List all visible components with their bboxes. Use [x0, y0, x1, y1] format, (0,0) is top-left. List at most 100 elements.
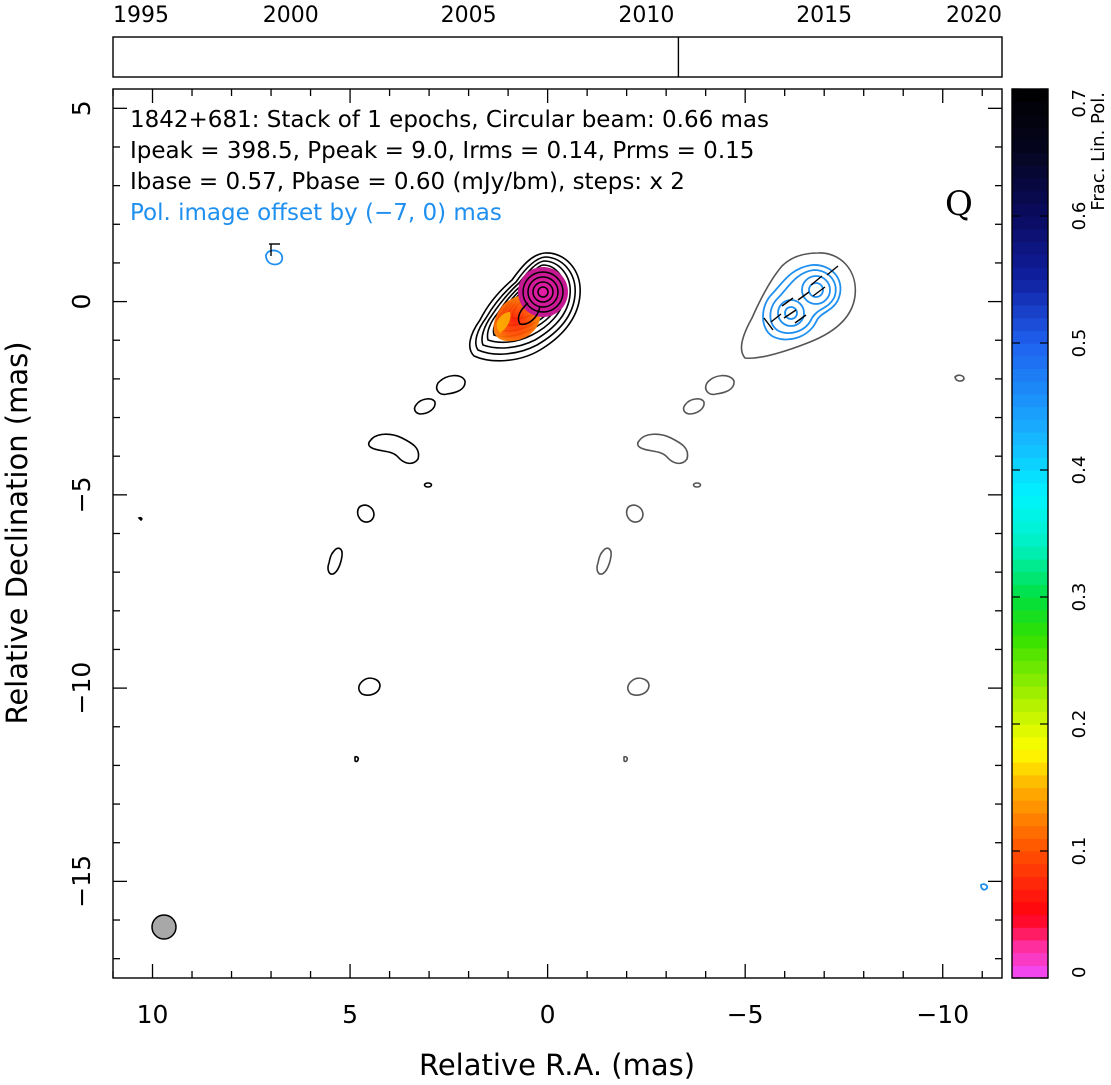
pol-jet-knot-3 [636, 433, 689, 465]
colorbar-band [1012, 762, 1048, 776]
annotations: 1842+681: Stack of 1 epochs, Circular be… [130, 107, 973, 226]
timeline-year-label: 2005 [441, 3, 497, 28]
colorbar-band [1012, 622, 1048, 636]
beam-ellipse [151, 914, 177, 940]
colorbar-band [1012, 863, 1048, 877]
pol-jet-knot-8 [623, 755, 629, 763]
colorbar-band [1012, 698, 1048, 712]
colorbar-band [1012, 889, 1048, 903]
jet-knot-1 [435, 374, 466, 396]
image-content [137, 243, 989, 940]
colorbar-band [1012, 177, 1048, 192]
edge-speck-right [954, 374, 965, 382]
colorbar-tick-label: 0 [1069, 967, 1090, 978]
y-axis-title: Relative Declination (mas) [0, 341, 34, 724]
annotation-line-4: Pol. image offset by (−7, 0) mas [130, 200, 502, 226]
colorbar-band [1012, 647, 1048, 662]
timeline-year-label: 2000 [263, 3, 319, 28]
colorbar-band [1012, 165, 1048, 179]
colorbar-band [1012, 317, 1048, 331]
pol-offset-intensity-contours [596, 252, 965, 763]
colorbar-band [1012, 355, 1048, 369]
x-axis-ticks: 10 5 0 −5 −10 [112, 89, 983, 1029]
pol-jet-knot-7 [627, 677, 650, 696]
colorbar-band [1012, 851, 1048, 865]
colorbar-band [1012, 431, 1048, 446]
colorbar-band [1012, 139, 1048, 154]
evpa-tick [783, 309, 797, 319]
colorbar-band [1012, 749, 1048, 763]
core-contour-4 [537, 286, 549, 298]
pol-contour-5 [808, 282, 824, 298]
y-tick-label: −15 [67, 855, 96, 908]
colorbar-band [1012, 584, 1048, 598]
colorbar-band [1012, 724, 1048, 738]
ti-contour-3 [481, 260, 571, 349]
colorbar-band [1012, 774, 1048, 789]
pol-jet-knot-6 [596, 547, 612, 575]
colorbar-band [1012, 914, 1048, 928]
evpa-tick [781, 297, 794, 307]
colorbar-band [1012, 470, 1048, 484]
colorbar-frame [1011, 88, 1049, 979]
ti-contour-1 [468, 252, 581, 362]
colorbar-band [1012, 241, 1048, 255]
colorbar-band [1012, 609, 1048, 623]
y-tick-label: −10 [67, 662, 96, 715]
y-tick-label: 5 [67, 100, 96, 116]
jet-knot-6 [327, 547, 343, 575]
colorbar-band [1012, 368, 1048, 382]
colorbar-band [1012, 876, 1048, 890]
colorbar-band [1012, 279, 1048, 293]
colorbar-band [1012, 203, 1048, 217]
colorbar-tick-label: 0.7 [1069, 89, 1090, 118]
colorbar-band [1012, 152, 1048, 166]
x-axis-title: Relative R.A. (mas) [419, 1048, 695, 1082]
colorbar-band [1012, 533, 1048, 547]
colorbar-band [1012, 127, 1048, 141]
timeline-frame [112, 36, 1003, 78]
colorbar-band [1012, 520, 1048, 535]
x-tick-label: 5 [342, 1000, 358, 1029]
pol-contour-2 [769, 269, 837, 334]
colorbar-band [1012, 406, 1048, 420]
colorbar-band [1012, 635, 1048, 649]
jet-knot-3 [367, 433, 420, 465]
colorbar-band [1012, 673, 1048, 687]
colorbar-band [1012, 89, 1048, 103]
jet-knot-5 [356, 504, 375, 523]
colorbar-band [1012, 597, 1048, 611]
epoch-timeline: 1995 2000 2005 2010 2015 2020 [112, 3, 1003, 78]
colorbar-band [1012, 558, 1048, 573]
pol-contour-6 [784, 306, 798, 320]
evpa-ticks [269, 243, 839, 331]
y-tick-label: −5 [67, 476, 96, 513]
core-contour-3 [532, 281, 554, 303]
timeline-year-label: 1995 [113, 3, 169, 28]
colorbar-band [1012, 101, 1048, 115]
jet-knots [137, 374, 466, 763]
evpa-tick [770, 313, 782, 323]
timeline-year-label: 2020 [946, 3, 1002, 28]
colorbar-band [1012, 457, 1048, 471]
evpa-tick [797, 291, 810, 301]
pol-jet-knot-5 [625, 504, 644, 523]
annotation-line-2: Ipeak = 398.5, Ppeak = 9.0, Irms = 0.14,… [130, 138, 754, 164]
y-axis-ticks: 5 0 −5 −10 −15 [67, 100, 1002, 960]
inner-jet-contour [517, 302, 541, 326]
jet-knot-2 [413, 398, 436, 415]
evpa-tick [826, 265, 839, 276]
timeline-year-labels: 1995 2000 2005 2010 2015 2020 [113, 3, 1002, 28]
colorbar-band [1012, 114, 1048, 128]
colorbar-band [1012, 660, 1048, 674]
pol-ti-contour-1 [740, 252, 857, 360]
band-label: Q [945, 184, 973, 224]
colorbar-band [1012, 812, 1048, 827]
x-tick-label: 0 [540, 1000, 556, 1029]
colorbar-tick-label: 0.6 [1069, 202, 1090, 231]
evpa-tick [810, 275, 823, 286]
colorbar-band [1012, 825, 1048, 839]
colorbar-bands [1012, 89, 1048, 979]
colorbar-band [1012, 190, 1048, 204]
x-tick-label: −5 [727, 1000, 764, 1029]
